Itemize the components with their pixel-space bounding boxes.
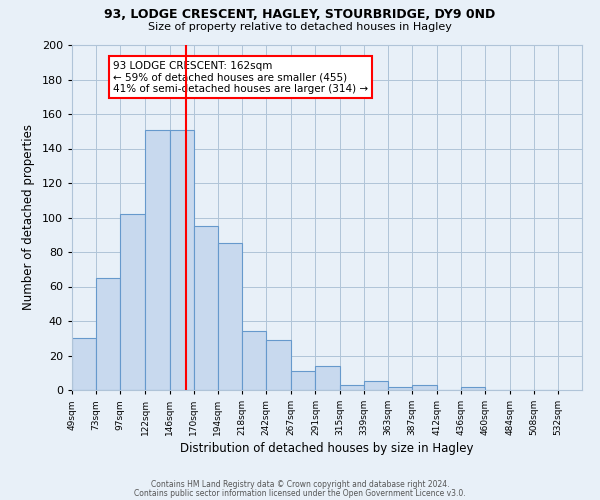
Text: 93 LODGE CRESCENT: 162sqm
← 59% of detached houses are smaller (455)
41% of semi: 93 LODGE CRESCENT: 162sqm ← 59% of detac…	[113, 60, 368, 94]
Bar	[218, 244, 242, 390]
Bar	[461, 386, 485, 390]
Bar	[266, 340, 291, 390]
Bar	[340, 385, 364, 390]
Bar	[120, 214, 145, 390]
Bar	[96, 278, 120, 390]
Bar	[364, 382, 388, 390]
Bar	[291, 371, 316, 390]
Bar	[145, 130, 170, 390]
Bar	[194, 226, 218, 390]
Bar	[242, 332, 266, 390]
Text: Size of property relative to detached houses in Hagley: Size of property relative to detached ho…	[148, 22, 452, 32]
Bar	[316, 366, 340, 390]
Bar	[412, 385, 437, 390]
X-axis label: Distribution of detached houses by size in Hagley: Distribution of detached houses by size …	[180, 442, 474, 456]
Y-axis label: Number of detached properties: Number of detached properties	[22, 124, 35, 310]
Bar	[170, 130, 194, 390]
Bar	[388, 386, 412, 390]
Bar	[72, 338, 96, 390]
Text: Contains public sector information licensed under the Open Government Licence v3: Contains public sector information licen…	[134, 488, 466, 498]
Text: Contains HM Land Registry data © Crown copyright and database right 2024.: Contains HM Land Registry data © Crown c…	[151, 480, 449, 489]
Text: 93, LODGE CRESCENT, HAGLEY, STOURBRIDGE, DY9 0ND: 93, LODGE CRESCENT, HAGLEY, STOURBRIDGE,…	[104, 8, 496, 20]
